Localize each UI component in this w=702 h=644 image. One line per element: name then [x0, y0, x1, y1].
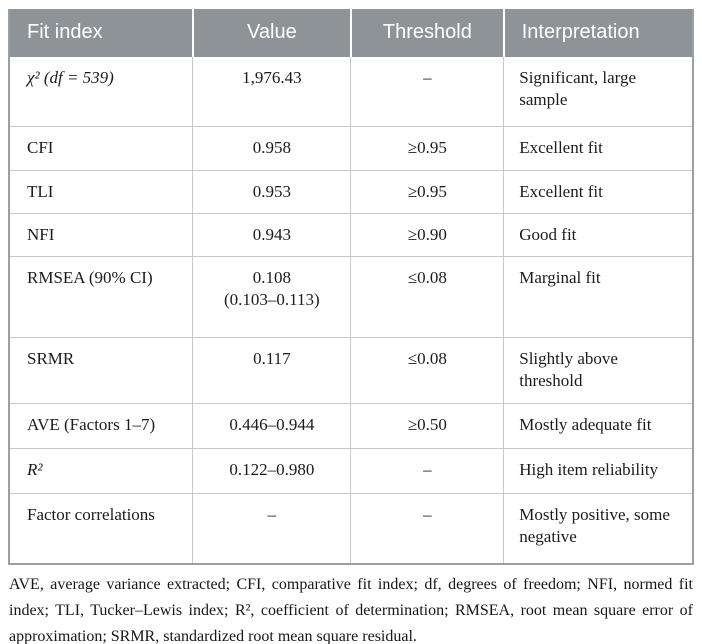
table-row: AVE (Factors 1–7) 0.446–0.944 ≥0.50 Mostly …: [10, 403, 692, 449]
table-row: CFI 0.958 ≥0.95 Excellent fit: [10, 126, 692, 171]
interpretation-cell: Mostly adequate fit: [503, 403, 692, 449]
fit-index-cell: R²: [10, 448, 194, 494]
value-cell: 0.958: [192, 126, 352, 171]
column-header-threshold: Threshold: [349, 9, 504, 57]
interpretation-cell: Slightly above threshold: [503, 337, 692, 404]
table-header: Fit index Value Threshold Interpretation: [10, 9, 692, 57]
table-row: RMSEA (90% CI) 0.108 (0.103–0.113) ≤0.08 Ma…: [10, 256, 692, 338]
value-cell: 0.446–0.944: [192, 403, 352, 449]
value-cell: 1,976.43: [192, 57, 352, 127]
fit-index-cell: NFI: [10, 213, 194, 257]
value-cell: 0.122–0.980: [192, 448, 352, 494]
column-header-fit-index: Fit index: [10, 9, 193, 57]
fit-index-cell: Factor correlations: [10, 493, 194, 563]
threshold-cell: ≥0.90: [350, 213, 505, 257]
table-row: TLI 0.953 ≥0.95 Excellent fit: [10, 170, 692, 214]
table-body: χ² (df = 539) 1,976.43– Significant, large…: [10, 57, 692, 563]
value-cell: 0.108 (0.103–0.113): [192, 256, 352, 338]
interpretation-cell: Excellent fit: [503, 126, 692, 171]
interpretation-cell: Mostly positive, some negative: [503, 493, 692, 563]
fit-index-cell: TLI: [10, 170, 194, 214]
value-cell: 0.943: [192, 213, 352, 257]
interpretation-cell: Marginal fit: [503, 256, 692, 338]
table-row: χ² (df = 539) 1,976.43– Significant, large…: [10, 57, 692, 127]
table-row: Factor correlations – – Mostly positive, so…: [10, 493, 692, 563]
table-row: R² 0.122–0.980– High item reliability: [10, 448, 692, 494]
fit-index-cell: CFI: [10, 126, 194, 171]
column-header-value: Value: [191, 9, 351, 57]
threshold-cell: ≥0.95: [350, 126, 505, 171]
column-header-interpretation: Interpretation: [502, 9, 692, 57]
table-row: NFI 0.943 ≥0.90 Good fit: [10, 213, 692, 257]
interpretation-cell: High item reliability: [503, 448, 692, 494]
threshold-cell: –: [350, 448, 505, 494]
fit-index-cell: SRMR: [10, 337, 194, 404]
header-row: Fit index Value Threshold Interpretation: [10, 9, 692, 57]
fit-indices-table: Fit index Value Threshold Interpretation…: [8, 9, 694, 565]
threshold-cell: ≥0.95: [350, 170, 505, 214]
interpretation-cell: Excellent fit: [503, 170, 692, 214]
threshold-cell: –: [350, 493, 505, 563]
interpretation-cell: Good fit: [503, 213, 692, 257]
fit-index-cell: RMSEA (90% CI): [10, 256, 194, 338]
table-footnote: AVE, average variance extracted; CFI, co…: [9, 576, 693, 644]
fit-index-cell: AVE (Factors 1–7): [10, 403, 194, 449]
threshold-cell: ≤0.08: [350, 256, 505, 338]
interpretation-cell: Significant, large sample: [503, 57, 692, 127]
value-cell: 0.953: [192, 170, 352, 214]
value-cell: 0.117: [192, 337, 352, 404]
threshold-cell: –: [350, 57, 505, 127]
value-cell: –: [192, 493, 352, 563]
threshold-cell: ≤0.08: [350, 337, 505, 404]
table-row: SRMR 0.117 ≤0.08 Slightly above threshold: [10, 337, 692, 404]
fit-index-cell: χ² (df = 539): [10, 57, 194, 127]
threshold-cell: ≥0.50: [350, 403, 505, 449]
